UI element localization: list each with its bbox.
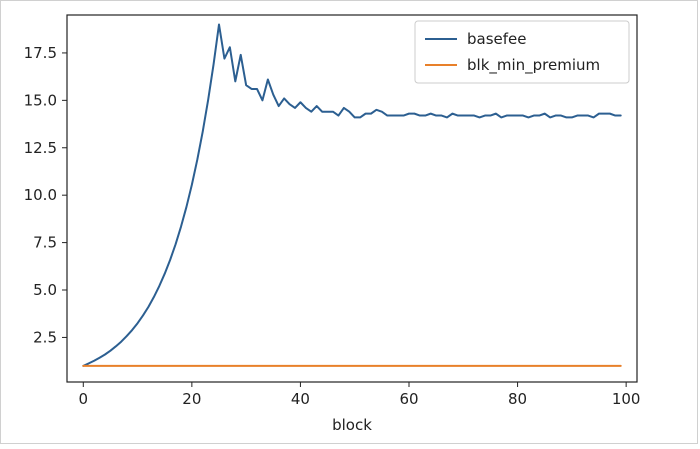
x-tick-label: 100 <box>612 390 641 408</box>
y-tick-label: 7.5 <box>33 234 57 252</box>
y-tick-label: 5.0 <box>33 281 57 299</box>
y-tick-label: 12.5 <box>24 139 57 157</box>
plot-area-frame <box>66 14 638 383</box>
y-tick-label: 15.0 <box>24 91 57 109</box>
plot-layer <box>82 23 622 367</box>
x-tick-label: 20 <box>182 390 201 408</box>
legend-entry-label: basefee <box>467 30 527 48</box>
x-tick-label: 60 <box>399 390 418 408</box>
x-tick-label: 40 <box>291 390 310 408</box>
x-axis-label: block <box>332 416 372 434</box>
legend-box <box>414 20 630 84</box>
x-tick-label: 80 <box>508 390 527 408</box>
axes-ticks: 0 20 40 60 80 100 2.5 5.0 7.5 10.0 12.5 15.0 17.5 <box>24 44 641 408</box>
legend-entry-label: blk_min_premium <box>467 56 600 75</box>
y-tick-label: 2.5 <box>33 328 57 346</box>
y-tick-label: 10.0 <box>24 186 57 204</box>
y-tick-label: 17.5 <box>24 44 57 62</box>
legend: basefee blk_min_premium <box>414 20 630 84</box>
x-tick-label: 0 <box>79 390 89 408</box>
series-line-basefee <box>82 23 622 367</box>
